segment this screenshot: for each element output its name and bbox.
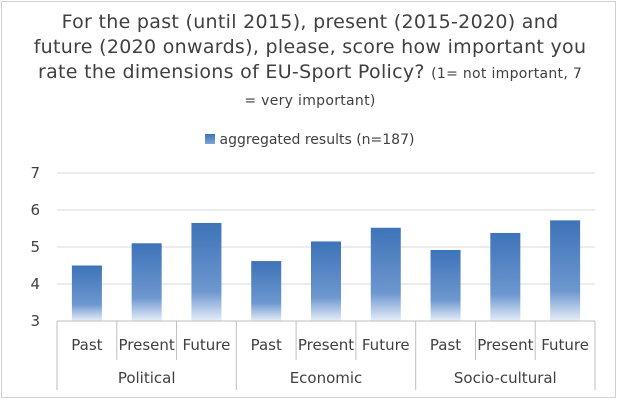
bar — [191, 222, 222, 321]
x-tick-label: Future — [183, 336, 231, 354]
bar — [370, 227, 401, 321]
x-tick-label: Past — [71, 336, 102, 354]
y-tick-label: 5 — [30, 238, 40, 256]
x-tick-label: Present — [477, 336, 533, 354]
chart-title-note: (1= not important, 7 = very important) — [244, 66, 583, 109]
x-tick-label: Past — [251, 336, 282, 354]
y-tick-label: 4 — [30, 275, 40, 293]
x-tick-label: Present — [119, 336, 175, 354]
bar — [251, 261, 282, 321]
bar — [430, 249, 461, 321]
bar — [490, 232, 521, 321]
y-tick-label: 6 — [30, 201, 40, 219]
x-tick-label: Past — [430, 336, 461, 354]
y-tick-label: 3 — [30, 312, 40, 330]
chart-title: For the past (until 2015), present (2015… — [30, 10, 590, 114]
x-tick-label: Present — [298, 336, 354, 354]
x-tick-label: Future — [362, 336, 410, 354]
bar — [71, 265, 102, 321]
bar — [311, 241, 341, 321]
legend-swatch — [204, 134, 215, 144]
chart-legend: aggregated results (n=187) — [0, 132, 619, 148]
x-group-label: Socio-cultural — [454, 369, 557, 387]
x-group-label: Political — [118, 369, 176, 387]
bar — [550, 220, 581, 321]
y-tick-label: 7 — [30, 164, 40, 182]
chart-title-main: For the past (until 2015), present (2015… — [33, 11, 587, 83]
legend-label: aggregated results (n=187) — [219, 132, 415, 148]
x-tick-label: Future — [541, 336, 589, 354]
x-group-label: Economic — [290, 369, 363, 387]
bar — [131, 243, 162, 321]
